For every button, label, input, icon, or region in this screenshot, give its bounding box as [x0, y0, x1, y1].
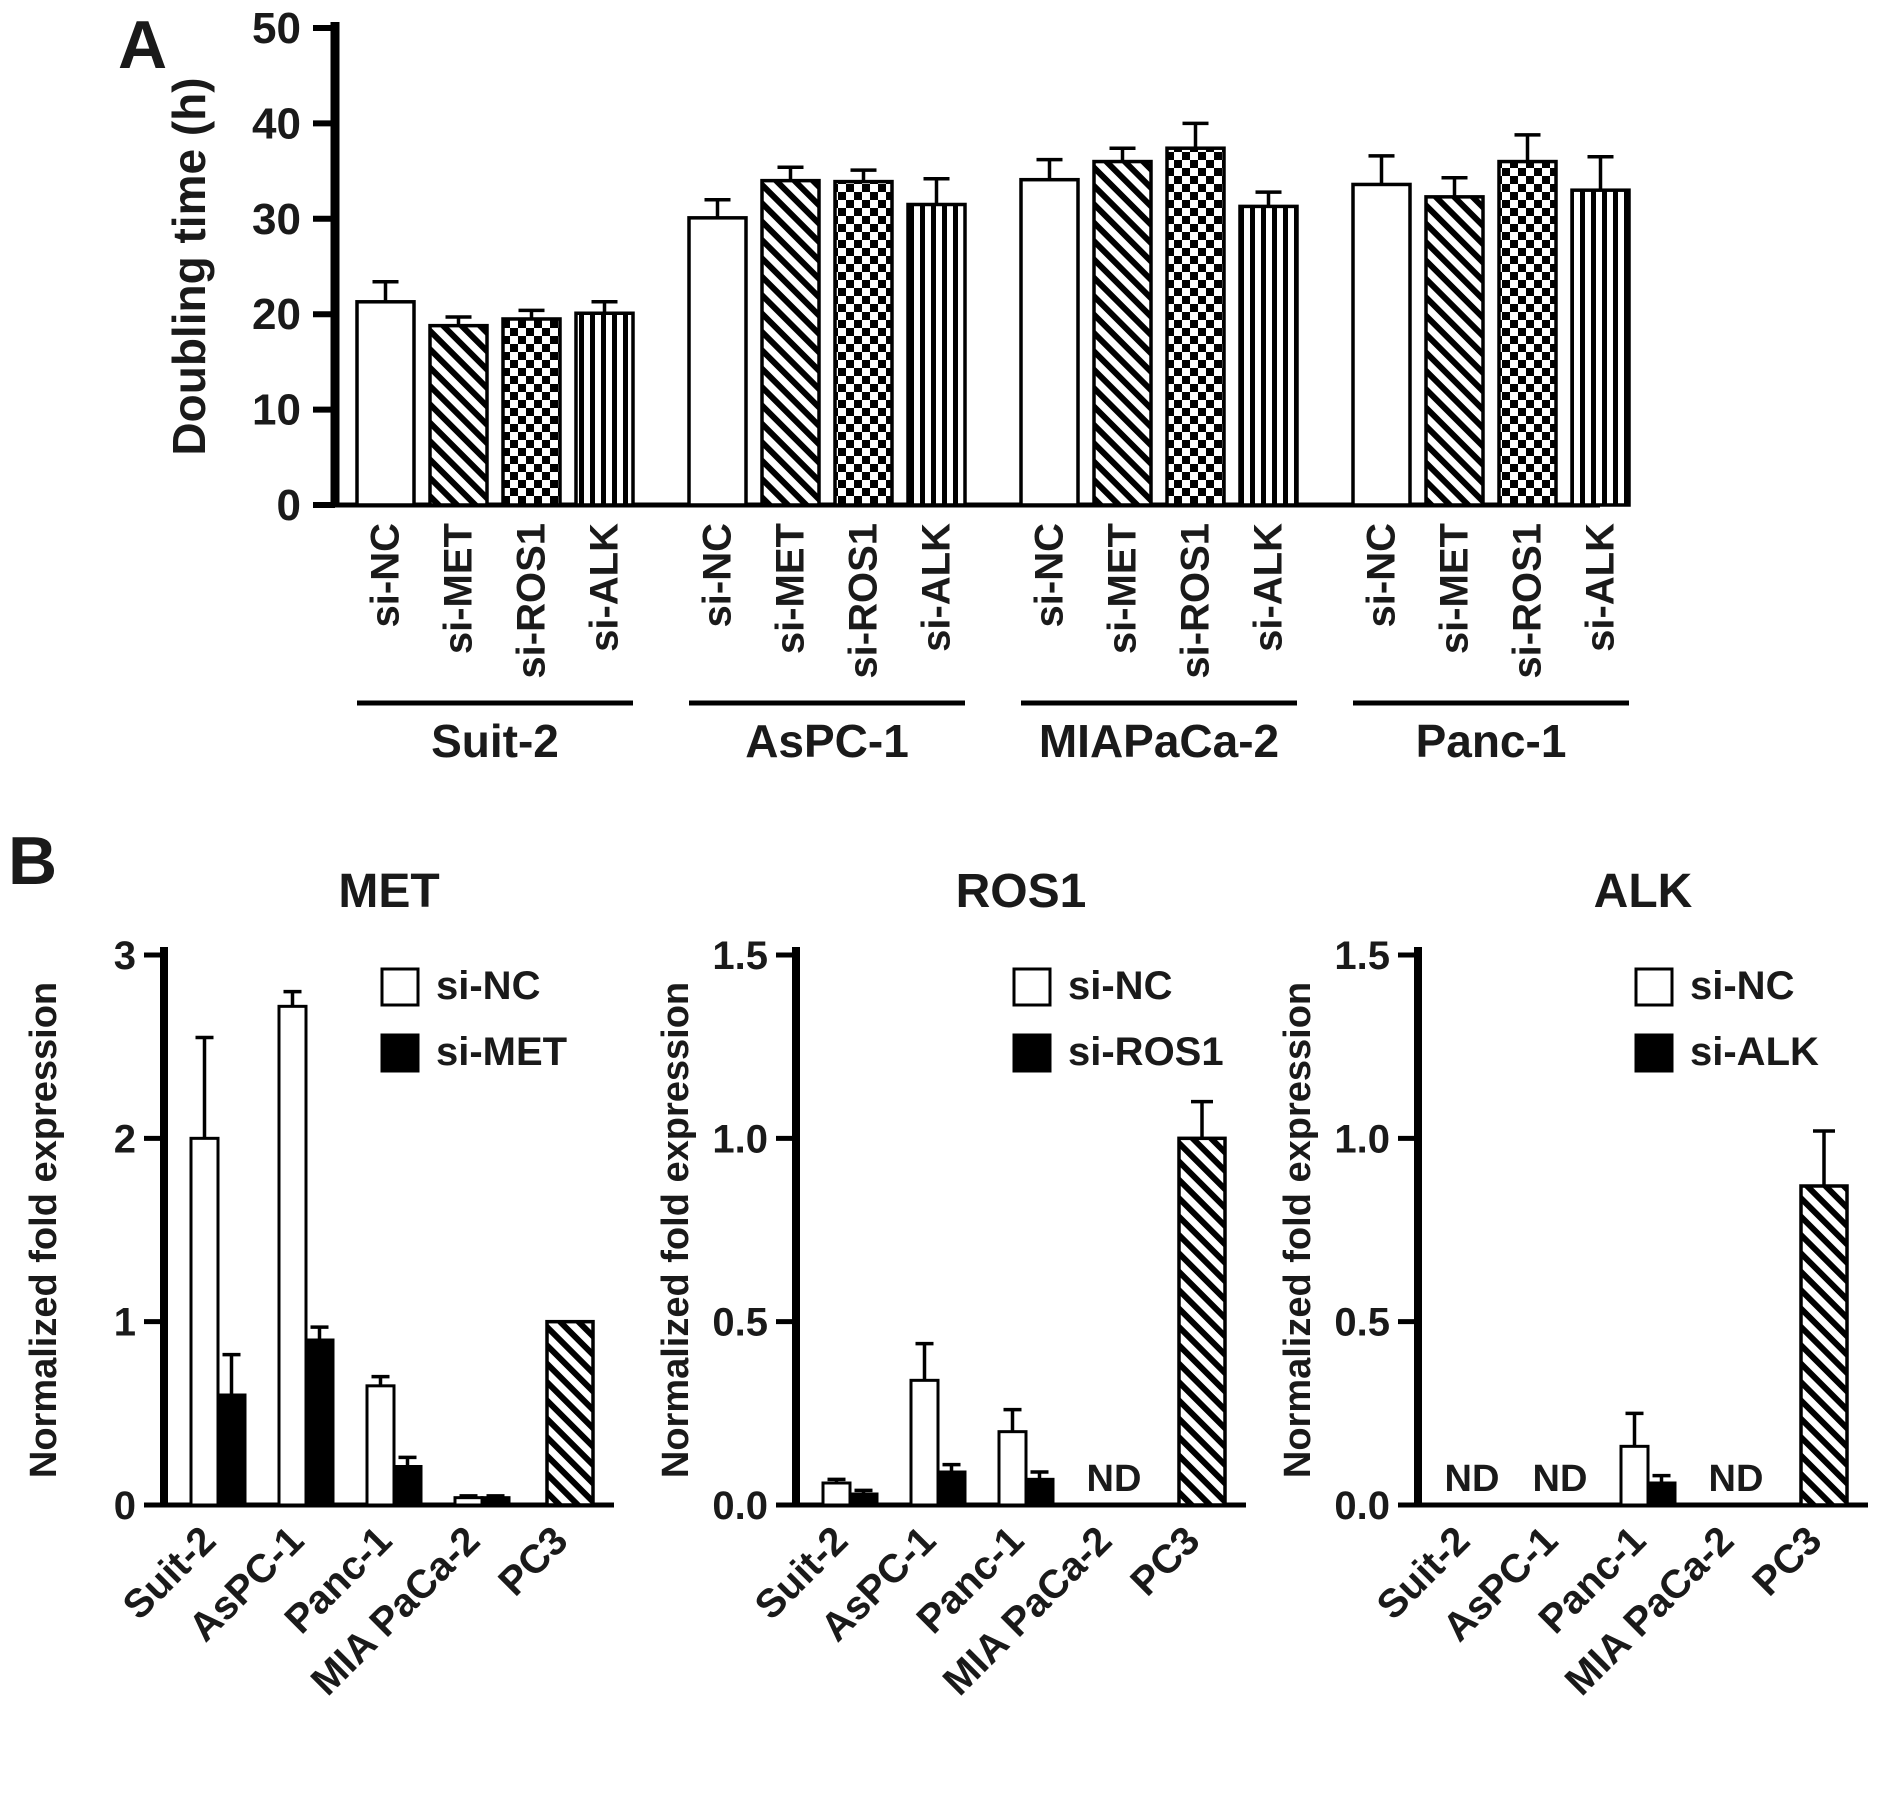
svg-text:si-NC: si-NC	[1068, 964, 1172, 1008]
svg-text:0.0: 0.0	[712, 1484, 768, 1528]
svg-text:si-MET: si-MET	[1101, 523, 1145, 654]
svg-text:PC3: PC3	[1744, 1518, 1830, 1604]
panel-a-label: A	[118, 7, 168, 83]
svg-text:1.5: 1.5	[712, 934, 768, 978]
svg-text:si-ROS1: si-ROS1	[1506, 523, 1550, 679]
svg-text:si-MET: si-MET	[769, 523, 813, 654]
svg-text:si-ROS1: si-ROS1	[1174, 523, 1218, 679]
svg-text:ALK: ALK	[1594, 865, 1693, 918]
doubling-time-bar-chart: 0 10 20 30 40 50 Doubling time (h) si-NC si-MET s…	[163, 4, 1631, 767]
ros1-expression-bar-chart: ROS1 0.0 0.5 1.0 1.5 Normalized fold expressi…	[655, 865, 1246, 1704]
svg-text:Normalized fold expression: Normalized fold expression	[655, 982, 697, 1478]
svg-text:ND: ND	[1533, 1458, 1588, 1500]
svg-text:Suit-2: Suit-2	[431, 715, 559, 767]
svg-text:1.5: 1.5	[1334, 934, 1390, 978]
svg-text:ROS1: ROS1	[956, 865, 1087, 918]
svg-text:si-NC: si-NC	[1028, 523, 1072, 627]
svg-text:50: 50	[252, 4, 301, 53]
svg-text:0.5: 0.5	[1334, 1301, 1390, 1345]
svg-text:si-NC: si-NC	[696, 523, 740, 627]
svg-text:si-ALK: si-ALK	[583, 523, 627, 652]
svg-text:si-ALK: si-ALK	[1247, 523, 1291, 652]
svg-text:AsPC-1: AsPC-1	[745, 715, 909, 767]
svg-text:40: 40	[252, 99, 301, 148]
svg-text:si-MET: si-MET	[1433, 523, 1477, 654]
alk-expression-bar-chart: ALK 0.0 0.5 1.0 1.5 Normalized fold expressio…	[1277, 865, 1868, 1704]
svg-text:PC3: PC3	[490, 1518, 576, 1604]
svg-text:si-NC: si-NC	[1360, 523, 1404, 627]
svg-text:0.0: 0.0	[1334, 1484, 1390, 1528]
svg-text:20: 20	[252, 290, 301, 339]
svg-text:Doubling time (h): Doubling time (h)	[163, 77, 215, 455]
svg-text:ND: ND	[1709, 1458, 1764, 1500]
svg-text:si-MET: si-MET	[436, 1030, 567, 1074]
svg-text:Normalized fold expression: Normalized fold expression	[1277, 982, 1319, 1478]
svg-text:Normalized fold expression: Normalized fold expression	[23, 982, 65, 1478]
svg-text:MET: MET	[338, 865, 439, 918]
svg-text:si-ROS1: si-ROS1	[1068, 1030, 1224, 1074]
svg-text:si-ROS1: si-ROS1	[842, 523, 886, 679]
svg-text:Panc-1: Panc-1	[1416, 715, 1567, 767]
svg-text:2: 2	[114, 1117, 136, 1161]
svg-text:0: 0	[114, 1484, 136, 1528]
svg-text:si-ROS1: si-ROS1	[510, 523, 554, 679]
svg-text:si-ALK: si-ALK	[1579, 523, 1623, 652]
panel-b-label: B	[8, 823, 58, 899]
svg-text:1.0: 1.0	[1334, 1117, 1390, 1161]
svg-text:si-ALK: si-ALK	[915, 523, 959, 652]
svg-text:si-NC: si-NC	[1690, 964, 1794, 1008]
svg-text:si-NC: si-NC	[364, 523, 408, 627]
svg-text:ND: ND	[1445, 1458, 1500, 1500]
svg-text:si-NC: si-NC	[436, 964, 540, 1008]
svg-text:10: 10	[252, 386, 301, 435]
svg-text:MIAPaCa-2: MIAPaCa-2	[1039, 715, 1279, 767]
svg-text:3: 3	[114, 934, 136, 978]
svg-text:si-MET: si-MET	[437, 523, 481, 654]
svg-text:0: 0	[277, 481, 301, 530]
svg-text:1.0: 1.0	[712, 1117, 768, 1161]
svg-text:ND: ND	[1087, 1458, 1142, 1500]
met-expression-bar-chart: MET 0 1 2 3 Normalized fold expression si-NC si…	[23, 865, 614, 1704]
svg-text:1: 1	[114, 1301, 136, 1345]
svg-text:30: 30	[252, 195, 301, 244]
svg-text:si-ALK: si-ALK	[1690, 1030, 1819, 1074]
svg-text:PC3: PC3	[1122, 1518, 1208, 1604]
svg-text:0.5: 0.5	[712, 1301, 768, 1345]
